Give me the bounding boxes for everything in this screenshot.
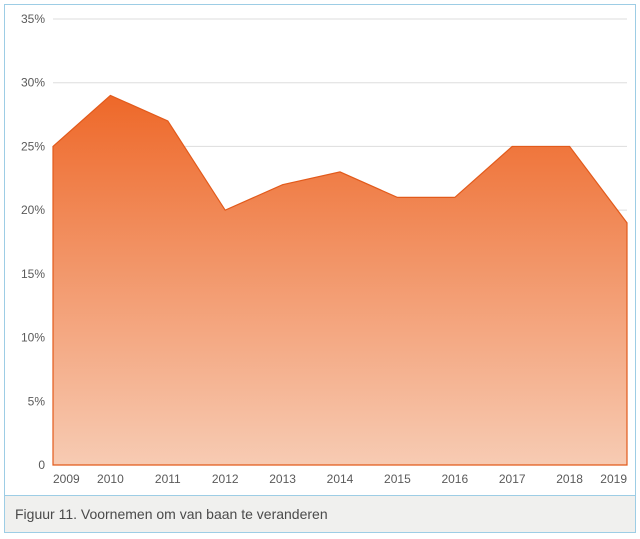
y-axis-label: 0 xyxy=(38,458,45,472)
y-axis-label: 20% xyxy=(21,203,45,217)
y-axis-label: 30% xyxy=(21,76,45,90)
y-axis-label: 5% xyxy=(28,394,46,408)
x-axis-label: 2016 xyxy=(441,472,468,486)
x-axis-label: 2015 xyxy=(384,472,411,486)
x-axis-label: 2017 xyxy=(499,472,526,486)
x-axis-label: 2019 xyxy=(600,472,627,486)
y-axis-label: 15% xyxy=(21,267,45,281)
chart-panel: 0 5% 10% 15% 20% 25% 30% 35% 2009 2010 2011 2012 201… xyxy=(4,4,636,496)
x-axis-label: 2013 xyxy=(269,472,296,486)
y-axis-label: 35% xyxy=(21,12,45,26)
x-axis-label: 2014 xyxy=(327,472,354,486)
x-axis-label: 2012 xyxy=(212,472,239,486)
y-axis-label: 25% xyxy=(21,139,45,153)
y-axis-label: 10% xyxy=(21,331,45,345)
figure-container: 0 5% 10% 15% 20% 25% 30% 35% 2009 2010 2011 2012 201… xyxy=(0,0,640,533)
x-axis-label: 2010 xyxy=(97,472,124,486)
x-axis-label: 2018 xyxy=(556,472,583,486)
figure-caption: Figuur 11. Voornemen om van baan te vera… xyxy=(4,496,636,533)
x-axis-label: 2011 xyxy=(155,472,181,486)
area-chart: 0 5% 10% 15% 20% 25% 30% 35% 2009 2010 2011 2012 201… xyxy=(5,5,635,495)
area-series xyxy=(53,95,627,465)
x-axis-label: 2009 xyxy=(53,472,80,486)
